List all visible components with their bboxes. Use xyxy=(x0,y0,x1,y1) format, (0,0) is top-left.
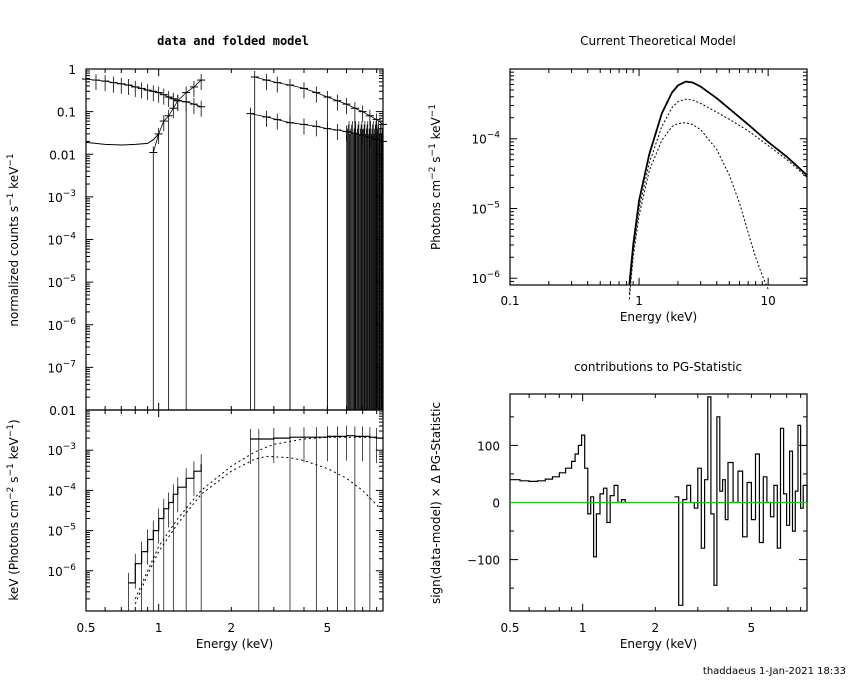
model-curve xyxy=(628,98,808,294)
residual-steps-low xyxy=(510,434,626,558)
model-component-dotted xyxy=(134,455,384,605)
y-tick-label: 10−6 xyxy=(471,270,500,286)
y-axis-label: Photons cm−2 s−1 keV−1 xyxy=(428,104,443,250)
folded-model-line xyxy=(85,133,160,146)
y-tick-label: 10−4 xyxy=(47,232,76,248)
residual-steps-high xyxy=(674,396,808,606)
y-tick-label: 10−6 xyxy=(47,317,76,333)
x-tick-label: 1 xyxy=(579,621,587,635)
x-tick-label: 1 xyxy=(635,294,643,308)
footer-stamp: thaddaeus 1-Jan-2021 18:33 xyxy=(703,666,846,677)
model-curve xyxy=(628,122,769,300)
x-axis-label: Energy (keV) xyxy=(620,637,697,651)
y-tick-label: 10−5 xyxy=(47,523,76,539)
chart-title-delchi: contributions to PG-Statistic xyxy=(574,360,742,374)
y-tick-label: 100 xyxy=(477,439,500,453)
x-tick-label: 5 xyxy=(748,621,756,635)
y-tick-label: −100 xyxy=(467,554,500,568)
plot-frame xyxy=(509,68,808,286)
panel-data-folded: 1 0.1 0.01 10−3 10−4 10−5 10−6 10−7 normalized c… xyxy=(6,63,387,411)
x-tick-label: 2 xyxy=(228,621,236,635)
chart-title-data: data and folded model xyxy=(157,34,309,48)
y-tick-label: 10−3 xyxy=(47,189,76,205)
y-tick-label: 10−4 xyxy=(47,482,76,498)
data-series xyxy=(254,76,384,125)
model-curve xyxy=(628,80,808,286)
x-axis-label: Energy (keV) xyxy=(196,637,273,651)
y-tick-label: 10−3 xyxy=(47,442,76,458)
plot-frame xyxy=(85,68,384,411)
y-tick-label: 10−5 xyxy=(47,274,76,290)
unfolded-data-low xyxy=(128,464,202,584)
x-axis-label: Energy (keV) xyxy=(620,310,697,324)
y-axis-label: sign(data-model) × Δ PG-Statistic xyxy=(429,402,443,604)
x-tick-label: 10 xyxy=(761,294,776,308)
y-tick-label: 0.01 xyxy=(49,404,76,418)
x-tick-label: 0.1 xyxy=(500,294,519,308)
panel-theoretical-model: 10−4 10−5 10−60.1 1 10 Energy (keV) Photons cm… xyxy=(428,68,808,324)
plot-frame xyxy=(85,409,384,612)
y-tick-label: 1 xyxy=(68,63,76,77)
y-axis-label: normalized counts s−1 keV−1 xyxy=(6,153,21,326)
y-axis-label: keV (Photons cm−2 s−1 keV−1) xyxy=(6,419,21,600)
data-series xyxy=(152,79,202,153)
x-tick-label: 0.5 xyxy=(76,621,95,635)
y-tick-label: 0.1 xyxy=(57,106,76,120)
panel-pg-statistic: 100 0 −100 0.5 1 2 5 Energy (keV) sign(data-mode… xyxy=(429,393,808,651)
y-tick-label: 10−6 xyxy=(47,563,76,579)
y-tick-label: 0.01 xyxy=(49,148,76,162)
y-tick-label: 10−4 xyxy=(471,131,500,147)
y-tick-label: 10−7 xyxy=(47,359,76,375)
chart-title-model: Current Theoretical Model xyxy=(580,34,736,48)
x-tick-label: 0.5 xyxy=(500,621,519,635)
x-tick-label: 5 xyxy=(324,621,332,635)
panel-unfolded: 0.01 10−3 10−4 10−5 10−6 0.5 1 2 5 Energy (keV) ke… xyxy=(6,404,384,651)
unfolded-data-high xyxy=(250,435,384,440)
x-tick-label: 2 xyxy=(652,621,660,635)
y-tick-label: 10−5 xyxy=(471,200,500,216)
x-tick-label: 1 xyxy=(155,621,163,635)
y-tick-label: 0 xyxy=(492,497,500,511)
